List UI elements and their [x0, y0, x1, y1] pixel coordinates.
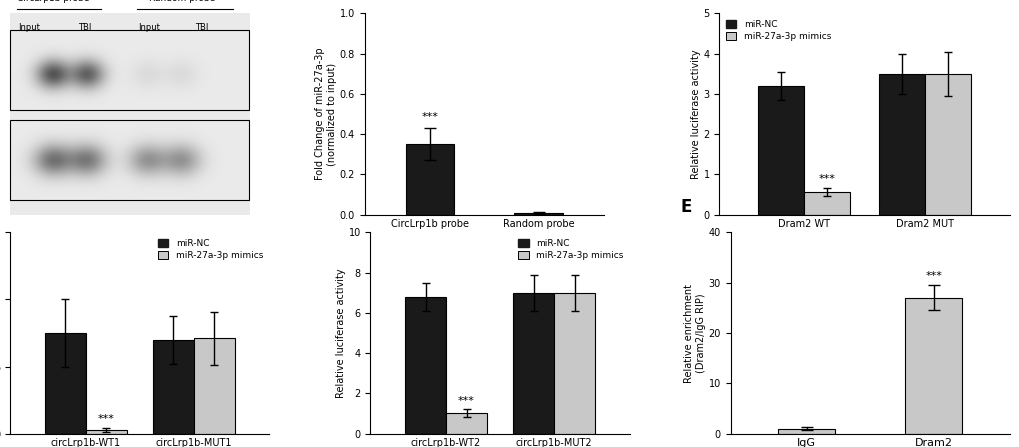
Text: ***: ***: [421, 112, 438, 122]
Bar: [757, 86, 803, 215]
Text: ***: ***: [818, 174, 835, 184]
Bar: [445, 413, 487, 434]
Legend: miR-NC, miR-27a-3p mimics: miR-NC, miR-27a-3p mimics: [723, 18, 833, 42]
Bar: [513, 293, 553, 434]
Bar: [405, 297, 445, 434]
Bar: [514, 213, 562, 215]
Bar: [406, 144, 454, 215]
Bar: [904, 298, 961, 434]
Bar: [803, 192, 849, 215]
Bar: [194, 338, 234, 434]
Bar: [10, 120, 250, 200]
Bar: [153, 340, 194, 434]
Bar: [553, 293, 594, 434]
Text: TBI: TBI: [77, 24, 91, 33]
Text: Random probe: Random probe: [149, 0, 215, 4]
Bar: [924, 74, 970, 215]
Bar: [878, 74, 924, 215]
Legend: miR-NC, miR-27a-3p mimics: miR-NC, miR-27a-3p mimics: [516, 237, 625, 261]
Y-axis label: Relative enrichment
(Dram2/IgG RIP): Relative enrichment (Dram2/IgG RIP): [684, 283, 705, 383]
Legend: miR-NC, miR-27a-3p mimics: miR-NC, miR-27a-3p mimics: [156, 237, 265, 261]
Text: E: E: [680, 198, 691, 216]
Bar: [45, 333, 86, 434]
Text: ***: ***: [924, 271, 942, 281]
Text: Input: Input: [18, 24, 40, 33]
Y-axis label: Relative luciferase activity: Relative luciferase activity: [335, 268, 345, 398]
Text: CircLrp1b probe: CircLrp1b probe: [17, 0, 90, 4]
Bar: [86, 430, 126, 434]
Y-axis label: Fold Change of miR-27a-3p
(normalized to input): Fold Change of miR-27a-3p (normalized to…: [315, 48, 336, 180]
Y-axis label: Relative luciferase activity: Relative luciferase activity: [690, 49, 700, 179]
Text: ***: ***: [98, 413, 115, 424]
Bar: [777, 429, 835, 434]
Text: Input: Input: [138, 24, 160, 33]
Text: ***: ***: [458, 396, 475, 406]
Bar: [10, 30, 250, 110]
Text: TBI: TBI: [195, 24, 208, 33]
